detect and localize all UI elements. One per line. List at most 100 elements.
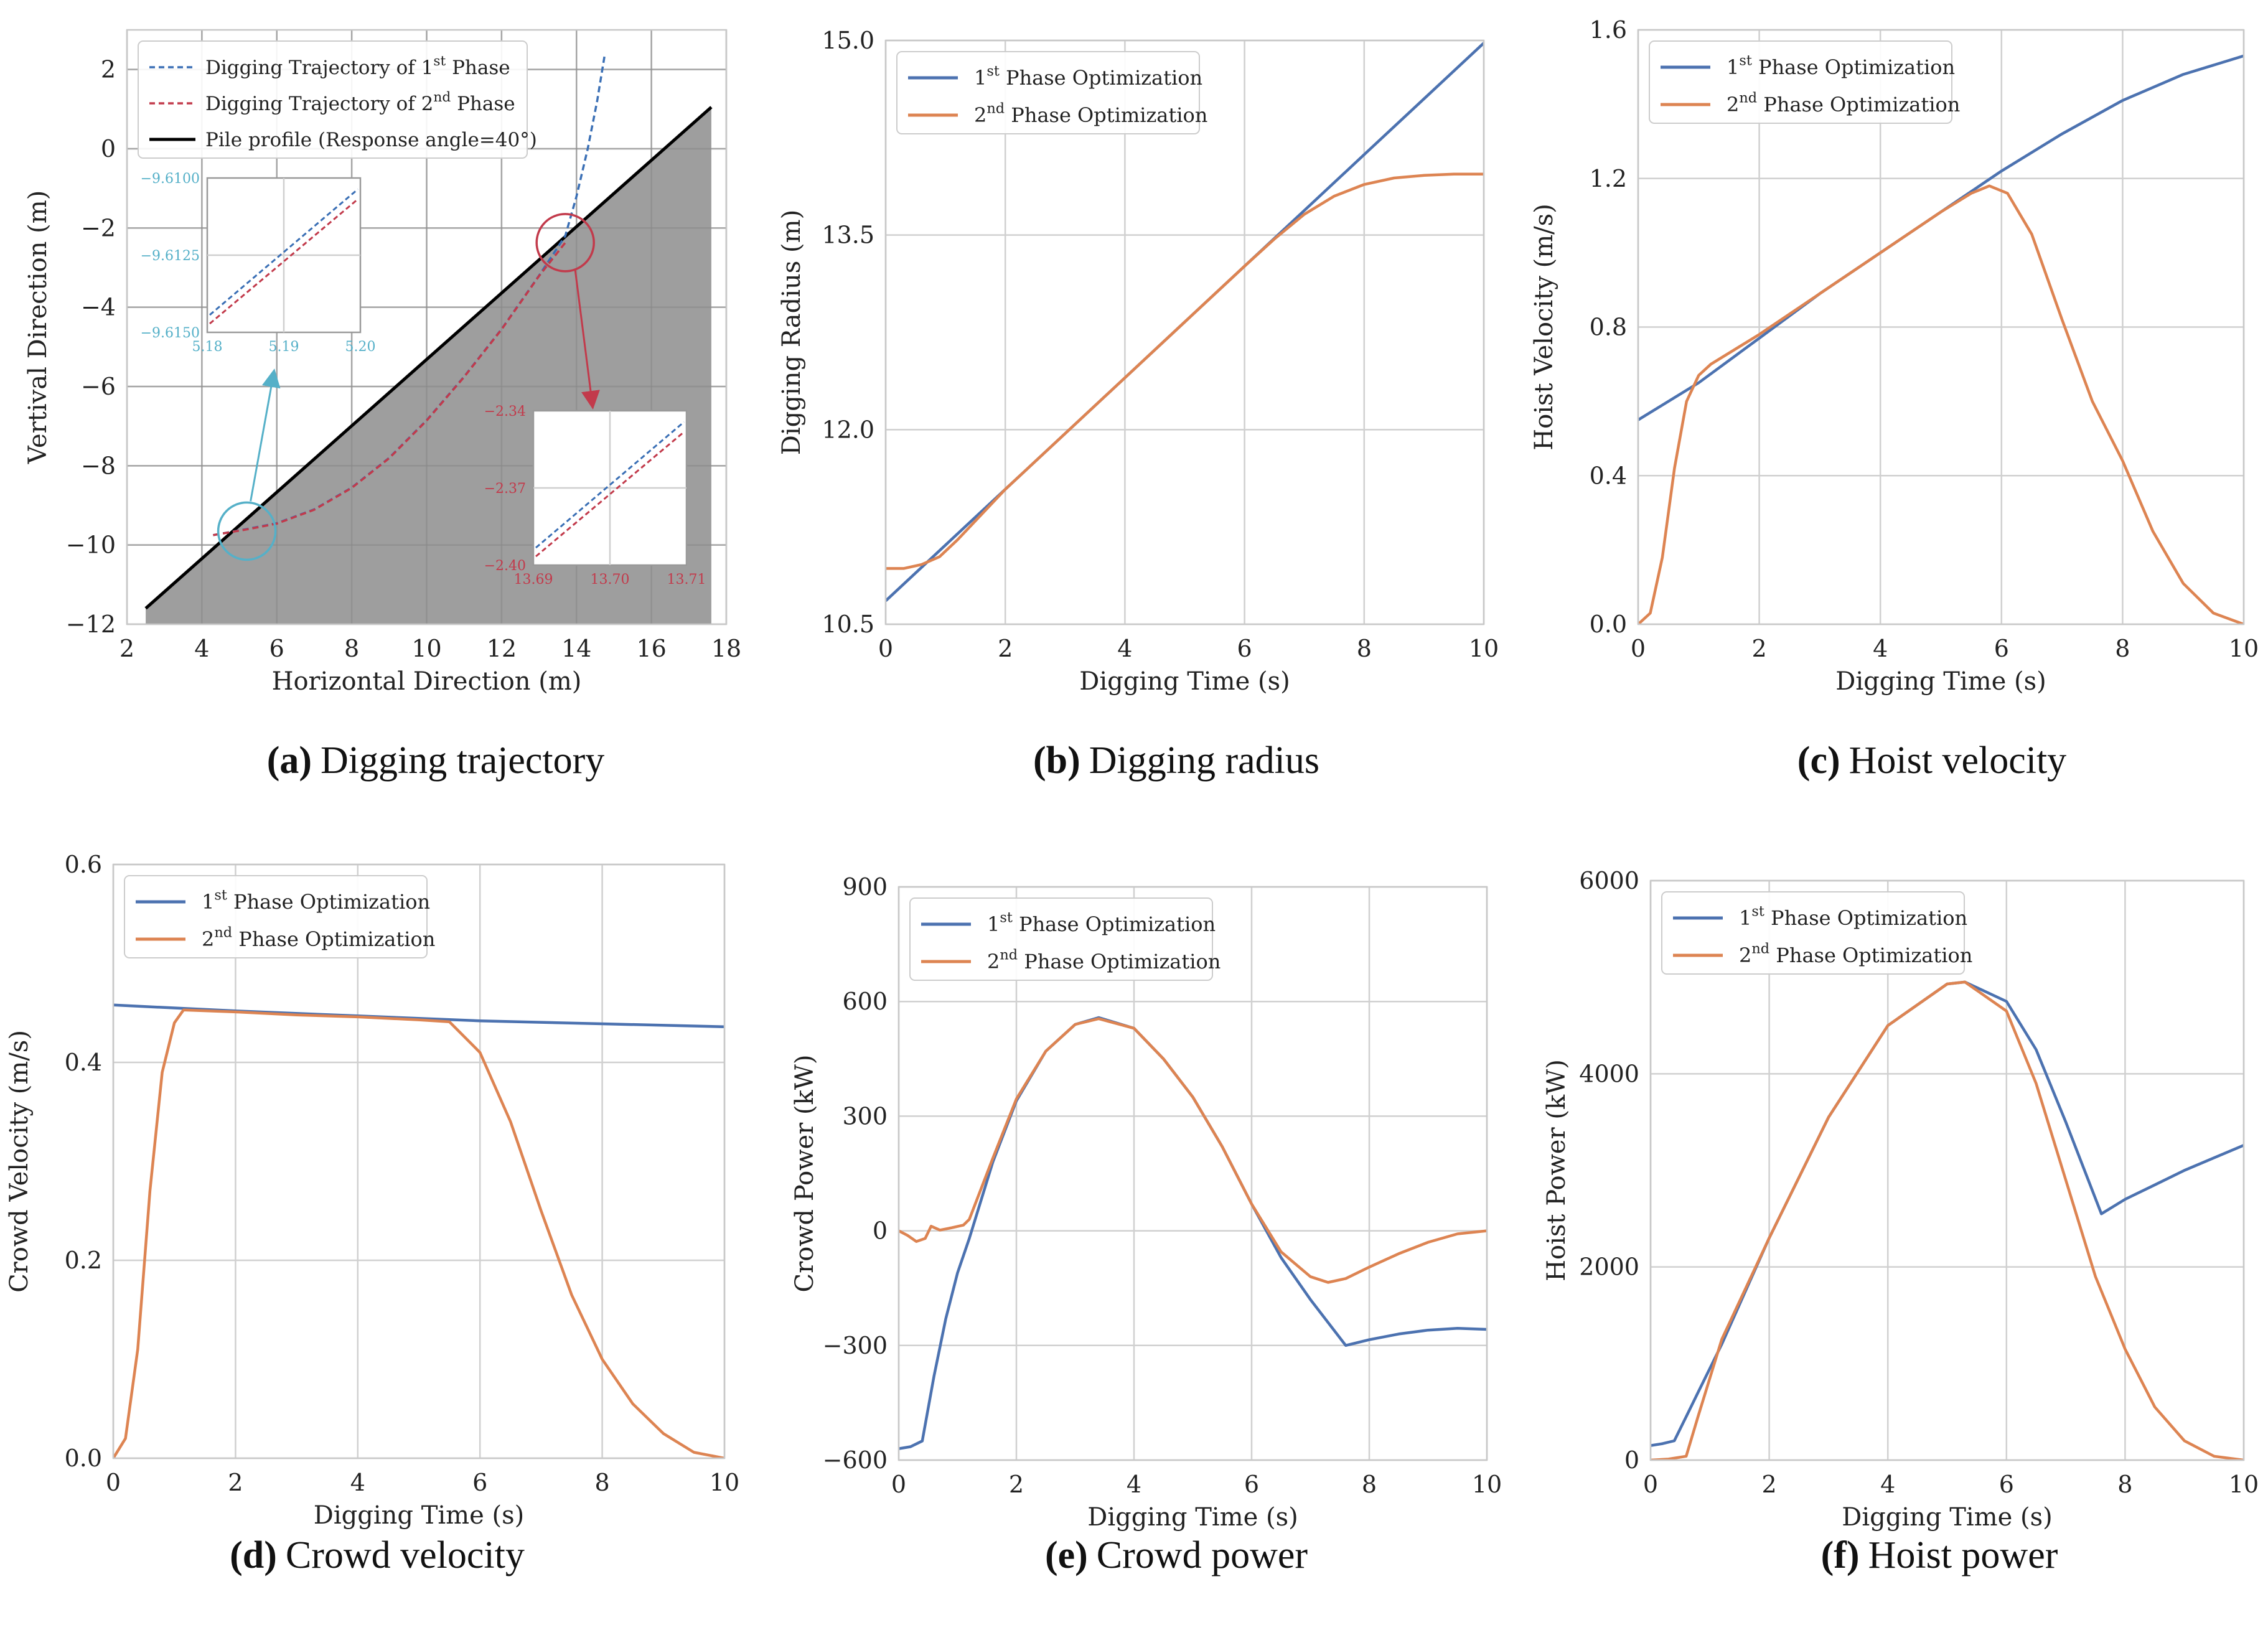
legend-label-1: 1st Phase Optimization <box>1739 904 1967 930</box>
legend: 1st Phase Optimization 2nd Phase Optimiza… <box>1661 891 1972 975</box>
x-tick-label: 10 <box>2229 635 2259 662</box>
y-tick-label: −6 <box>81 373 116 400</box>
x-axis-label: Digging Time (s) <box>1079 667 1290 696</box>
zoom-circle-red <box>535 213 595 273</box>
x-tick-label: 0 <box>106 1469 121 1496</box>
x-axis-label: Digging Time (s) <box>314 1501 524 1530</box>
y-tick-label: 0.0 <box>65 1445 102 1472</box>
caption-letter: (b) <box>1033 739 1080 782</box>
x-tick-label: 2 <box>1009 1471 1024 1498</box>
caption-letter: (c) <box>1797 739 1840 782</box>
arrow-red <box>574 269 600 410</box>
plot-area <box>113 1003 724 1458</box>
pile-profile-line <box>144 106 713 610</box>
legend: Digging Trajectory of 1st Phase Digging T… <box>138 40 537 159</box>
legend-label-1: 1st Phase Optimization <box>202 888 430 914</box>
legend: 1st Phase Optimization 2nd Phase Optimiza… <box>124 875 435 958</box>
caption-c: (c) Hoist velocity <box>1797 739 2066 782</box>
legend-label-2: 2nd Phase Optimization <box>1739 941 1972 967</box>
series-line-2 <box>213 241 566 536</box>
legend-label-1: 1st Phase Optimization <box>1727 53 1955 79</box>
x-tick-label: 6 <box>472 1469 487 1496</box>
y-tick-label: 2000 <box>1579 1253 1639 1281</box>
caption-b: (b) Digging radius <box>1033 739 1319 782</box>
x-tick-label: 18 <box>711 635 741 662</box>
x-tick-label: 0 <box>878 635 893 662</box>
caption-text: Hoist velocity <box>1849 739 2067 782</box>
x-tick-label: 2 <box>228 1469 243 1496</box>
y-tick-label: 10.5 <box>822 611 874 638</box>
inset-x-tick: 13.71 <box>667 572 706 588</box>
x-tick-label: 10 <box>2229 1471 2259 1498</box>
series-line-2 <box>113 1008 724 1458</box>
y-tick-label: 1.2 <box>1590 165 1627 192</box>
y-tick-label: −2 <box>81 214 116 241</box>
y-tick-label: 0.2 <box>65 1247 102 1274</box>
plot-frame <box>112 863 726 1459</box>
series-line-1 <box>213 55 606 536</box>
caption-d: (d) Crowd velocity <box>230 1534 525 1576</box>
x-axis-label: Digging Time (s) <box>1842 1503 2052 1532</box>
y-tick-label: 0.0 <box>1590 611 1627 638</box>
y-tick-label: 300 <box>842 1102 888 1130</box>
y-tick-label: 0 <box>1624 1446 1639 1474</box>
inset-y-tick: −2.37 <box>484 481 526 497</box>
x-tick-label: 4 <box>194 635 209 662</box>
x-tick-label: 2 <box>119 635 134 662</box>
inset-y-tick: −9.6100 <box>141 171 200 187</box>
legend-label-2: Digging Trajectory of 2nd Phase <box>205 90 515 115</box>
x-tick-label: 6 <box>269 635 284 662</box>
plot-area <box>899 1016 1487 1450</box>
plot-frame <box>1637 29 2245 625</box>
series-line-1 <box>113 1003 724 1029</box>
x-tick-label: 8 <box>1357 635 1372 662</box>
plot-area <box>1638 54 2244 624</box>
caption-letter: (a) <box>267 739 312 782</box>
chart-e: 0 2 4 6 8 10 −600 −300 0 300 600 900 Digging Time (s… <box>790 873 1502 1576</box>
y-tick-label: 0.4 <box>65 1049 102 1076</box>
legend-label-2: 2nd Phase Optimization <box>974 101 1207 127</box>
series-line-1 <box>1651 980 2244 1447</box>
y-tick-label: −4 <box>81 294 116 321</box>
y-tick-label: 1.6 <box>1590 16 1627 44</box>
plot-frame <box>884 39 1485 625</box>
x-tick-label: 6 <box>1999 1471 2014 1498</box>
y-axis-label: Vertival Direction (m) <box>24 190 52 464</box>
y-axis-label: Crowd Power (kW) <box>790 1054 819 1292</box>
legend-box <box>909 897 1213 981</box>
inset-y-tick: −9.6125 <box>141 248 200 264</box>
y-tick-label: 2 <box>101 56 116 83</box>
chart-b: 0 2 4 6 8 10 10.5 12.0 13.5 15.0 Digging Time (s) D… <box>777 27 1499 782</box>
y-tick-label: 0 <box>873 1217 888 1245</box>
zoom-circle-cyan <box>217 501 277 561</box>
caption-text: Digging trajectory <box>321 739 604 782</box>
legend-box <box>1649 40 1952 124</box>
x-tick-label: 8 <box>595 1469 610 1496</box>
caption-text: Crowd power <box>1097 1534 1308 1576</box>
inset-left: 5.18 5.19 5.20 −9.6100 −9.6125 −9.6150 <box>141 171 376 355</box>
y-tick-label: −8 <box>81 452 116 479</box>
y-tick-label: −300 <box>823 1332 888 1359</box>
caption-e: (e) Crowd power <box>1045 1534 1308 1576</box>
y-tick-label: 0.6 <box>65 851 102 878</box>
y-tick-label: 15.0 <box>822 27 874 54</box>
x-tick-label: 10 <box>1472 1471 1502 1498</box>
x-tick-label: 8 <box>1362 1471 1377 1498</box>
x-tick-label: 10 <box>411 635 441 662</box>
inset-left-line-1 <box>209 188 358 316</box>
x-tick-label: 4 <box>350 1469 365 1496</box>
caption-text: Digging radius <box>1089 739 1319 782</box>
y-axis-label: Crowd Velocity (m/s) <box>5 1030 34 1293</box>
y-axis-label: Hoist Velocity (m/s) <box>1530 204 1558 451</box>
y-tick-label: 0.4 <box>1590 462 1627 489</box>
legend-label-2: 2nd Phase Optimization <box>987 947 1221 973</box>
caption-letter: (d) <box>230 1534 277 1576</box>
x-tick-label: 6 <box>1994 635 2009 662</box>
y-tick-label: 12.0 <box>822 416 874 443</box>
legend-label-2: 2nd Phase Optimization <box>202 925 435 951</box>
caption-text: Hoist power <box>1868 1534 2058 1576</box>
x-tick-label: 0 <box>1631 635 1646 662</box>
x-tick-label: 10 <box>1469 635 1499 662</box>
inset-y-tick: −2.34 <box>484 404 526 419</box>
